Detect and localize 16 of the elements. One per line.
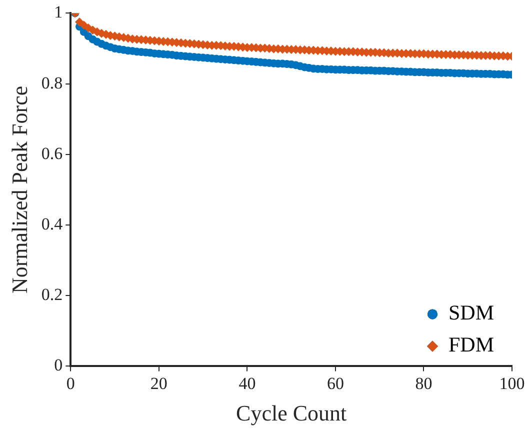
legend-label: FDM bbox=[448, 332, 494, 357]
y-tick-label: 0.2 bbox=[41, 285, 63, 304]
x-tick-label: 80 bbox=[415, 374, 432, 393]
y-tick-label: 0.6 bbox=[41, 144, 63, 163]
y-tick-label: 0.8 bbox=[41, 73, 63, 92]
y-tick-label: 0.4 bbox=[41, 214, 64, 234]
y-tick-label: 1 bbox=[54, 2, 63, 22]
x-tick-label: 20 bbox=[150, 374, 168, 393]
x-tick-label: 60 bbox=[326, 374, 344, 393]
x-tick-label: 0 bbox=[66, 374, 75, 393]
x-tick-label: 40 bbox=[238, 374, 256, 393]
y-tick-label: 0 bbox=[54, 356, 63, 375]
x-tick-label: 100 bbox=[499, 374, 525, 393]
legend-label: SDM bbox=[448, 300, 494, 325]
x-axis-title: Cycle Count bbox=[236, 400, 347, 426]
y-axis-title: Normalized Peak Force bbox=[6, 86, 32, 294]
